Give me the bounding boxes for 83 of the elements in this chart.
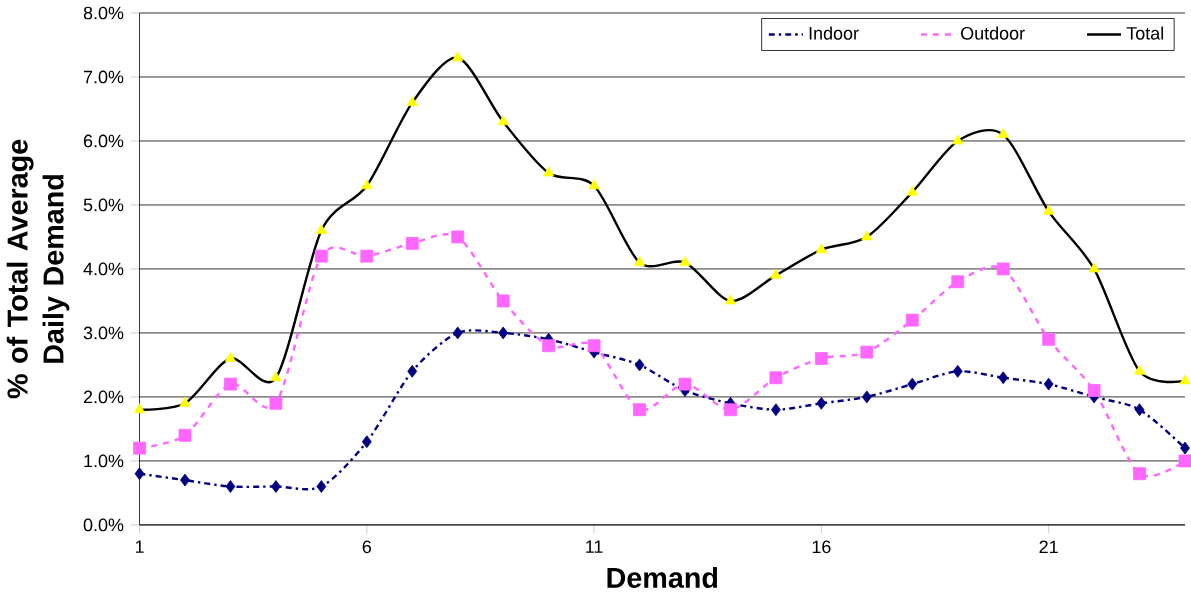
point (134, 467, 145, 481)
point (1133, 467, 1146, 481)
y-axis-title: % of Total Average Daily Demand (6, 140, 70, 399)
point (679, 256, 691, 267)
y-tick-label: 5.0% (83, 198, 124, 212)
point (452, 51, 464, 62)
x-axis-title: Demand (607, 567, 718, 589)
point (271, 480, 281, 494)
point (633, 403, 646, 417)
legend-label: Total (1126, 26, 1163, 40)
legend-label: Outdoor (961, 26, 1025, 40)
point (1043, 377, 1054, 391)
point (361, 179, 373, 190)
point (361, 435, 372, 449)
point (815, 243, 827, 254)
point (270, 371, 282, 382)
point (952, 134, 964, 145)
point (269, 397, 283, 410)
y-tick-label: 4.0% (83, 262, 124, 276)
point (405, 237, 419, 250)
point (724, 403, 737, 417)
point (133, 403, 146, 414)
point (951, 275, 965, 289)
x-tick-label: 16 (812, 540, 831, 554)
point (587, 339, 601, 353)
point (224, 352, 237, 363)
point (133, 441, 146, 455)
point (861, 230, 873, 241)
point (542, 339, 556, 353)
y-tick-label: 6.0% (83, 134, 124, 148)
point (998, 371, 1009, 385)
point (860, 345, 874, 359)
point (771, 403, 781, 417)
point (678, 377, 692, 391)
point (498, 326, 509, 340)
point (180, 473, 190, 487)
x-tick-label: 21 (1039, 540, 1058, 554)
point (1133, 365, 1146, 375)
point (814, 352, 828, 366)
point (861, 390, 872, 404)
x-tick-label: 11 (586, 540, 603, 553)
legend-label: Indoor (809, 26, 859, 40)
point (996, 262, 1010, 276)
y-tick-label: 1.0% (84, 454, 124, 468)
point (406, 96, 418, 107)
point (907, 377, 918, 391)
point (633, 256, 646, 267)
point (634, 358, 645, 372)
point (225, 480, 236, 494)
x-tick-label: 6 (362, 540, 372, 554)
point (452, 326, 463, 340)
point (1042, 333, 1056, 346)
point (588, 179, 600, 190)
point (451, 230, 465, 244)
point (952, 365, 963, 378)
point (315, 224, 327, 235)
point (497, 115, 509, 126)
point (770, 269, 782, 279)
point (905, 313, 919, 327)
point (997, 128, 1009, 139)
y-tick-label: 0.0% (83, 518, 124, 532)
point (314, 249, 328, 263)
point (179, 397, 191, 407)
point (543, 166, 555, 177)
y-tick-label: 7.0% (83, 70, 124, 84)
point (360, 249, 374, 263)
point (769, 371, 783, 385)
point (1134, 403, 1145, 417)
x-tick-label: 1 (135, 540, 144, 553)
point (178, 429, 192, 442)
y-tick-label: 3.0% (83, 326, 124, 340)
point (724, 294, 737, 305)
point (496, 294, 510, 308)
point (816, 397, 827, 410)
point (1043, 205, 1055, 215)
point (1088, 262, 1100, 273)
point (407, 365, 418, 378)
point (1087, 384, 1101, 398)
point (224, 377, 237, 391)
point (316, 480, 327, 494)
point (906, 185, 918, 196)
y-tick-label: 8.0% (83, 6, 124, 20)
y-tick-label: 2.0% (83, 390, 124, 404)
